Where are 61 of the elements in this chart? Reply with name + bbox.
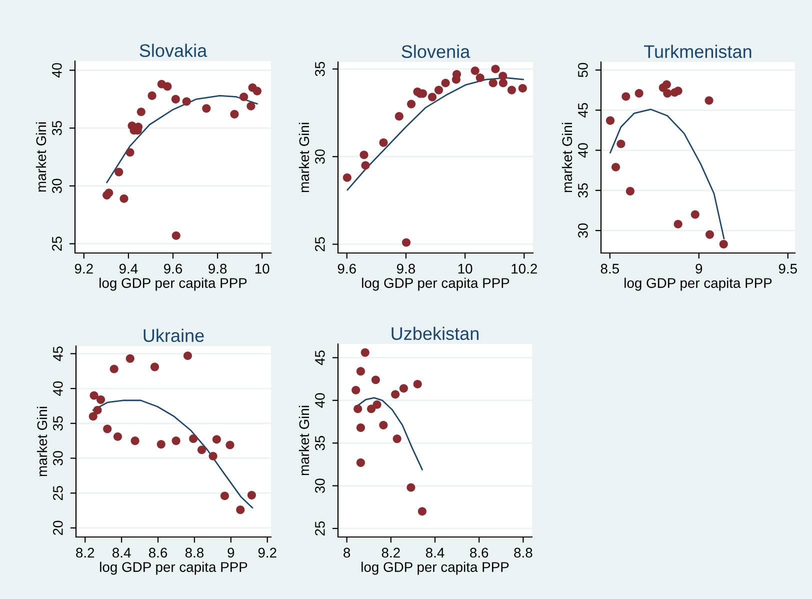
x-tick-label: 8.5: [600, 264, 619, 274]
x-tick-label: 8: [344, 548, 350, 558]
x-tick-label: 9.8: [396, 264, 416, 274]
x-axis-title: log GDP per capita PPP: [100, 278, 247, 291]
x-tick-label: 8.2: [76, 548, 94, 558]
x-axis-title: log GDP per capita PPP: [362, 278, 510, 291]
x-tick-label: 9: [228, 548, 234, 558]
y-tick-label: 30: [578, 223, 588, 238]
y-tick-label: 30: [315, 478, 325, 493]
x-axis-title: log GDP per capita PPP: [624, 278, 772, 291]
y-tick-label: 20: [53, 520, 63, 535]
y-tick-label: 30: [315, 149, 325, 164]
x-tick-label: 9.6: [338, 264, 356, 274]
x-tick-label: 8.6: [148, 548, 168, 558]
chart-title: Slovenia: [402, 44, 470, 58]
y-tick-label: 25: [53, 486, 63, 500]
x-tick-label: 8.8: [185, 548, 204, 558]
x-tick-label: 9.6: [164, 264, 182, 274]
x-tick-label: 10: [458, 264, 472, 274]
y-axis-title: market Gini: [298, 406, 310, 476]
y-axis-title: market Gini: [298, 122, 310, 192]
x-tick-label: 8.4: [426, 548, 444, 558]
x-tick-label: 8.2: [382, 548, 400, 558]
y-tick-label: 40: [52, 63, 62, 78]
y-tick-label: 25: [315, 237, 325, 252]
x-tick-label: 9.2: [258, 548, 276, 558]
y-axis-title: market Gini: [36, 122, 46, 192]
chart-title: Slovakia: [140, 44, 208, 58]
y-tick-label: 35: [315, 62, 325, 76]
x-tick-label: 9.8: [208, 264, 227, 274]
y-tick-label: 40: [53, 381, 63, 396]
y-tick-label: 25: [315, 521, 325, 536]
chart-title: Turkmenistan: [644, 44, 752, 58]
x-tick-label: 9: [696, 264, 702, 274]
x-tick-label: 8.8: [514, 548, 532, 558]
y-tick-label: 35: [52, 120, 62, 136]
x-tick-label: 10: [255, 264, 270, 274]
y-tick-label: 40: [315, 393, 325, 408]
y-tick-label: 45: [315, 350, 325, 366]
y-axis-title: market Gini: [36, 406, 48, 476]
x-tick-label: 9.2: [74, 264, 93, 274]
y-axis-title: market Gini: [562, 122, 572, 192]
y-tick-label: 35: [53, 416, 63, 431]
x-axis-title: log GDP per capita PPP: [362, 562, 509, 575]
chart-title: Ukraine: [144, 328, 204, 342]
x-tick-label: 9.4: [119, 264, 138, 274]
x-axis-title: log GDP per capita PPP: [100, 562, 248, 575]
y-tick-label: 50: [578, 62, 588, 78]
y-tick-label: 45: [53, 346, 63, 362]
y-tick-label: 40: [578, 143, 588, 158]
y-tick-label: 30: [53, 451, 63, 466]
x-tick-label: 8.4: [112, 548, 131, 558]
x-tick-label: 10.2: [512, 264, 537, 274]
y-tick-label: 25: [52, 236, 62, 251]
y-tick-label: 35: [578, 183, 588, 198]
y-tick-label: 45: [578, 103, 588, 118]
chart-title: Uzbekistan: [392, 326, 478, 340]
y-tick-label: 30: [52, 178, 62, 194]
x-tick-label: 9.5: [778, 264, 797, 274]
y-tick-label: 35: [315, 436, 325, 450]
x-tick-label: 8.6: [470, 548, 488, 558]
